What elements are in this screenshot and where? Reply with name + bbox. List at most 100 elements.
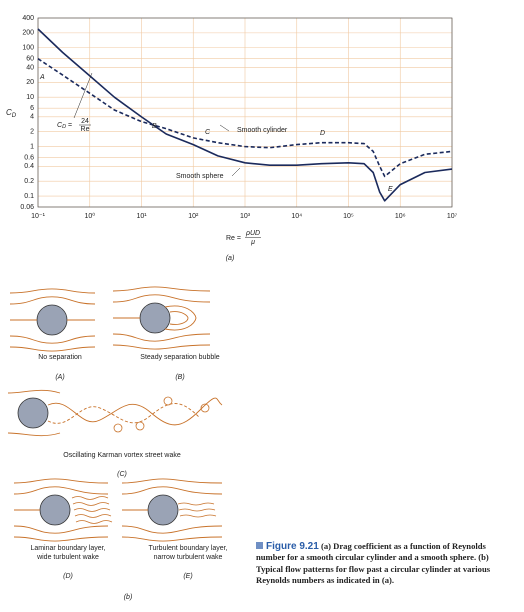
diagram-tag: (E) — [183, 573, 192, 580]
turbulent-wake — [179, 514, 217, 518]
diagram-label: Steady separation bubble — [140, 354, 219, 361]
formula-eq: = — [68, 122, 72, 129]
y-label-main: C — [6, 108, 12, 117]
x-tick-label: 10³ — [240, 213, 251, 220]
x-label-den: μ — [250, 239, 255, 246]
x-tick-label: 10⁻¹ — [31, 213, 45, 220]
turbulent-wake — [73, 508, 111, 512]
vortex-wake — [47, 403, 201, 424]
x-label-lhs: Re = — [226, 235, 241, 242]
leader-line — [231, 167, 241, 177]
streamline — [9, 296, 96, 305]
plot-frame — [37, 17, 453, 208]
streamline — [13, 536, 109, 542]
formula-sub: D — [62, 124, 66, 130]
point-annotation: A — [39, 74, 45, 81]
streamline — [7, 432, 61, 437]
caption-icon — [256, 542, 263, 549]
y-tick-label: 0.4 — [24, 163, 34, 170]
vortex — [200, 403, 210, 413]
streamline — [121, 525, 223, 534]
x-tick-label: 10⁵ — [343, 213, 354, 220]
point-annotation: D — [320, 130, 325, 137]
streamline — [121, 478, 223, 484]
y-tick-label: 40 — [26, 64, 34, 71]
turbulent-wake — [74, 514, 112, 518]
vortex — [113, 423, 123, 433]
formula-num: 24 — [81, 118, 89, 125]
y-tick-label: 60 — [26, 56, 34, 63]
diagram-label: narrow turbulent wake — [154, 554, 223, 561]
y-tick-label: 2 — [30, 129, 34, 136]
point-annotation: C — [205, 129, 211, 136]
cylinder — [39, 494, 71, 526]
cylinder — [17, 397, 49, 429]
y-tick-label: 6 — [30, 105, 34, 112]
cylinder — [147, 494, 179, 526]
y-tick-label: 10 — [26, 94, 34, 101]
figure-number: Figure 9.21 — [266, 541, 319, 552]
y-tick-label: 4 — [30, 114, 34, 121]
formula-main: C — [57, 122, 63, 129]
series-name: Smooth cylinder — [237, 127, 288, 134]
x-label-num: ρUD — [245, 230, 260, 237]
leader-line — [73, 72, 93, 119]
vortex — [135, 421, 145, 431]
y-tick-label: 400 — [22, 15, 34, 22]
turbulent-wake — [72, 502, 110, 506]
x-tick-label: 10⁷ — [447, 213, 458, 220]
separation-bubble — [164, 305, 197, 331]
diagram-label: Laminar boundary layer, — [30, 545, 105, 552]
point-annotation: B — [152, 123, 157, 130]
streamline — [13, 525, 109, 534]
y-tick-label: 1 — [30, 143, 34, 150]
y-tick-label: 100 — [22, 45, 34, 52]
streamline — [9, 335, 96, 344]
y-tick-label: 0.06 — [20, 204, 34, 211]
streamline — [112, 286, 211, 292]
x-tick-label: 10⁶ — [395, 213, 406, 220]
y-label-sub: D — [12, 113, 17, 119]
turbulent-wake — [71, 496, 109, 500]
streamline — [9, 288, 96, 294]
y-tick-label: 0.1 — [24, 193, 34, 200]
diagram-tag: (B) — [175, 374, 184, 381]
diagram-label: Turbulent boundary layer, — [148, 545, 227, 552]
x-tick-label: 10² — [188, 213, 199, 220]
y-tick-label: 0.6 — [24, 154, 34, 161]
vortex — [163, 396, 173, 406]
y-tick-label: 0.2 — [24, 178, 34, 185]
diagram-tag: (A) — [55, 374, 64, 381]
turbulent-wake — [177, 502, 215, 506]
caption: Figure 9.21 (a) Drag coefficient as a fu… — [256, 541, 508, 587]
streamline — [121, 486, 223, 495]
panel-label: (a) — [226, 255, 235, 262]
vortex-wake — [47, 397, 223, 426]
panel-label: (b) — [124, 594, 133, 601]
cylinder — [36, 304, 68, 336]
series-line — [37, 28, 453, 202]
streamline — [121, 536, 223, 542]
series-line — [37, 58, 453, 178]
streamline — [112, 294, 211, 303]
streamline — [13, 478, 109, 484]
caption-text: (a) Drag coefficient as a function of Re… — [256, 541, 491, 586]
streamline — [7, 389, 61, 394]
streamline — [112, 344, 211, 350]
diagram-tag: (C) — [117, 471, 127, 478]
y-tick-label: 20 — [26, 79, 34, 86]
separation-bubble — [169, 311, 189, 325]
x-tick-label: 10⁴ — [291, 213, 302, 220]
point-annotation: E — [388, 186, 393, 193]
turbulent-wake — [178, 508, 216, 512]
diagram-label: wide turbulent wake — [36, 554, 99, 561]
diagram-label: No separation — [38, 354, 82, 361]
cylinder — [139, 302, 171, 334]
streamline — [9, 346, 96, 352]
x-tick-label: 10¹ — [136, 213, 147, 220]
y-axis-label: CD — [6, 108, 17, 118]
x-tick-label: 10⁰ — [84, 212, 95, 220]
flow-diagrams: No separation (A) Steady separation bubble… — [7, 286, 228, 601]
